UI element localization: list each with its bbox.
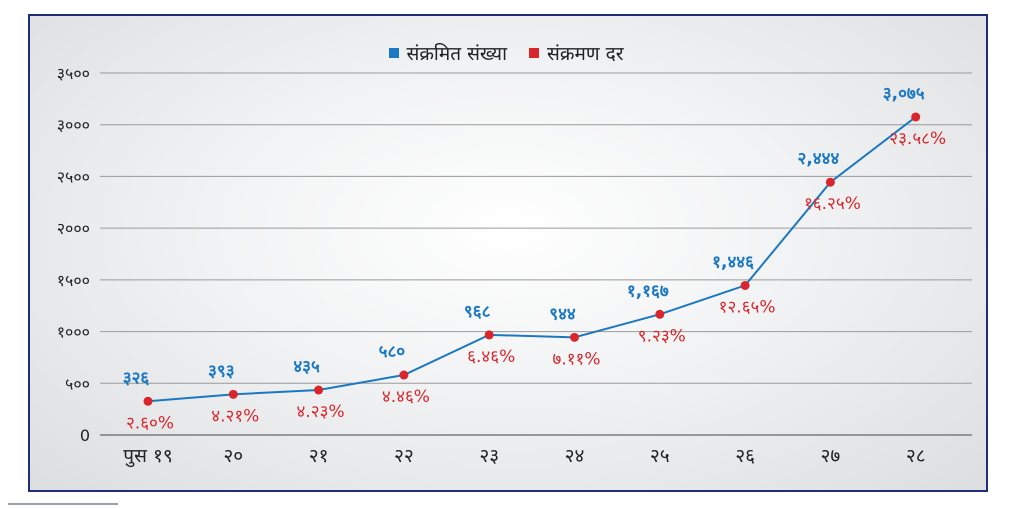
x-tick-label-9: २८ xyxy=(906,445,926,467)
value-label-7: १,४४६ xyxy=(712,252,754,272)
value-label-9: ३,०७५ xyxy=(883,84,925,104)
rate-label-0: २.६०% xyxy=(126,413,174,433)
legend-swatch-rate xyxy=(529,48,540,58)
data-point-1 xyxy=(228,389,238,399)
data-point-9 xyxy=(911,112,921,122)
y-tick-label-4: २००० xyxy=(57,219,90,238)
x-tick-label-7: २६ xyxy=(735,445,755,467)
data-point-8 xyxy=(825,177,835,187)
legend-swatch-cases xyxy=(388,48,399,58)
value-label-5: ९४४ xyxy=(549,304,576,324)
value-label-1: ३९३ xyxy=(208,361,235,381)
rate-label-3: ४.४६% xyxy=(382,387,430,407)
value-label-2: ४३५ xyxy=(293,357,320,377)
y-tick-label-7: ३५०० xyxy=(57,64,90,83)
y-tick-label-6: ३००० xyxy=(57,116,90,135)
y-tick-label-3: १५०० xyxy=(57,271,90,290)
x-tick-label-0: पुस १९ xyxy=(123,445,172,468)
value-label-0: ३२६ xyxy=(123,368,150,388)
x-tick-label-5: २४ xyxy=(565,445,585,467)
y-tick-label-5: २५०० xyxy=(57,167,90,186)
data-point-3 xyxy=(399,370,409,380)
chart-legend: संक्रमित संख्या संक्रमण दर xyxy=(0,40,1012,66)
rate-label-8: १६.२५% xyxy=(804,194,861,214)
rate-label-6: ९.२३% xyxy=(638,326,686,346)
x-tick-label-8: २७ xyxy=(821,445,841,467)
legend-item-cases: संक्रमित संख्या xyxy=(388,40,508,66)
y-tick-label-2: १००० xyxy=(57,323,90,342)
rate-label-4: ६.४६% xyxy=(467,347,515,367)
legend-item-rate: संक्रमण दर xyxy=(529,40,623,66)
value-label-6: १,१६७ xyxy=(627,281,669,301)
data-point-2 xyxy=(314,385,324,395)
data-point-6 xyxy=(655,309,665,319)
x-tick-label-6: २५ xyxy=(650,445,670,467)
footer-divider xyxy=(8,503,118,505)
rate-label-2: ४.२३% xyxy=(297,402,345,422)
rate-label-1: ४.२१% xyxy=(211,406,259,426)
rate-label-9: २३.५८% xyxy=(889,129,946,149)
legend-label-rate: संक्रमण दर xyxy=(547,43,624,65)
rate-label-5: ७.११% xyxy=(552,349,600,369)
y-tick-label-0: 0 xyxy=(80,426,90,445)
series-line-cases xyxy=(147,116,917,403)
data-point-7 xyxy=(740,280,750,290)
data-point-5 xyxy=(570,332,579,342)
x-tick-label-1: २० xyxy=(223,445,243,467)
y-tick-label-1: ५०० xyxy=(65,374,90,393)
value-label-8: २,४४४ xyxy=(797,149,839,169)
rate-label-7: १२.६५% xyxy=(719,297,776,317)
data-point-4 xyxy=(484,330,494,340)
value-label-4: ९६८ xyxy=(464,302,491,322)
legend-label-cases: संक्रमित संख्या xyxy=(406,43,508,65)
x-tick-label-4: २३ xyxy=(479,445,499,467)
value-label-3: ५८० xyxy=(379,342,406,362)
x-tick-label-3: २२ xyxy=(394,445,414,467)
x-tick-label-2: २१ xyxy=(309,445,329,467)
data-point-0 xyxy=(143,396,153,406)
chart-frame xyxy=(28,14,988,492)
